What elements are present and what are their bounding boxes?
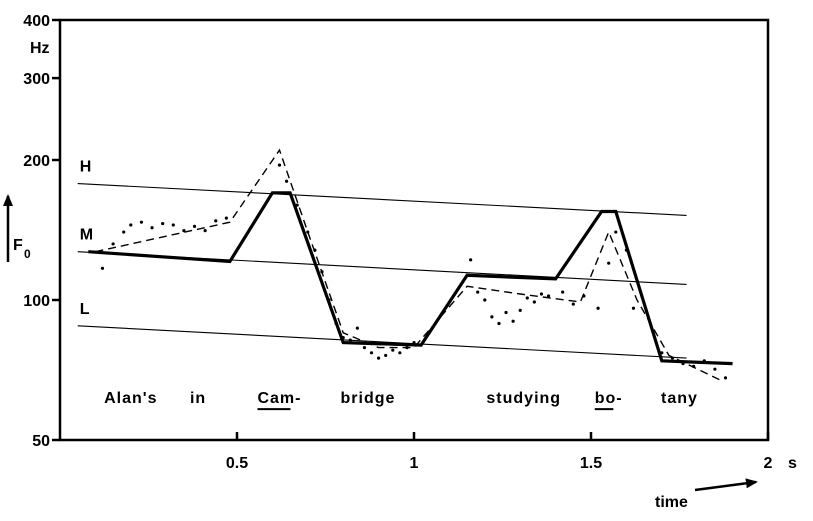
dotted-series-point: [405, 346, 409, 350]
y-tick-label: 50: [32, 433, 50, 450]
dotted-series-point: [532, 300, 536, 304]
x-tick-label: 1: [410, 455, 419, 472]
dotted-series-point: [182, 229, 186, 233]
dotted-series-point: [511, 319, 515, 323]
dotted-series-point: [571, 302, 575, 306]
dotted-series-point: [369, 351, 374, 355]
dotted-series-point: [670, 356, 675, 360]
level-labels: H M L: [80, 159, 93, 318]
level-label-h: H: [80, 159, 92, 176]
dotted-series-point: [334, 321, 338, 326]
word-labels: Alan's in Cam-bridge studying bo-tany: [104, 390, 698, 411]
dotted-series-point: [192, 224, 197, 228]
level-label-l: L: [80, 301, 90, 318]
word-label: Alan's: [104, 390, 157, 407]
dotted-series-point: [313, 248, 317, 252]
dotted-series-point: [624, 248, 629, 252]
dotted-series-point: [384, 353, 388, 358]
x-axis-title: time: [655, 494, 688, 511]
dotted-series-point: [362, 346, 367, 350]
dotted-series-point: [341, 336, 345, 340]
y-tick-label: 200: [23, 153, 50, 170]
y-tick-label: 300: [23, 71, 50, 88]
dotted-series-point: [122, 230, 126, 234]
dotted-series-point: [681, 361, 685, 366]
dotted-series-point: [723, 376, 728, 380]
x-axis-label: time: [655, 478, 758, 511]
dotted-series-point: [306, 230, 310, 234]
dotted-series-point: [476, 290, 480, 294]
dotted-series-point: [203, 229, 207, 233]
dotted-series-point: [607, 261, 611, 265]
dotted-series-point: [497, 321, 501, 326]
word-label: tany: [661, 390, 698, 407]
dotted-series-point: [111, 242, 115, 246]
word-label: in: [190, 390, 206, 407]
dotted-series-point: [504, 310, 508, 315]
dotted-series-point: [539, 292, 544, 296]
word-label: bo-: [595, 390, 623, 407]
dotted-series-point: [525, 296, 529, 300]
dotted-series-point: [377, 356, 381, 360]
dotted-series-point: [277, 163, 282, 167]
dotted-series-point: [224, 216, 228, 220]
reference-line-h: [77, 182, 687, 216]
dotted-series-point: [631, 306, 636, 310]
dashed-series-line: [95, 148, 723, 382]
dotted-series-point: [355, 326, 359, 330]
dotted-series-point: [412, 340, 416, 345]
dotted-series-point: [692, 364, 696, 368]
x-tick-label: 1.5: [580, 455, 602, 472]
word-label: studying: [486, 390, 561, 407]
dotted-series-point: [596, 306, 600, 310]
y-axis-title-subscript: 0: [24, 247, 31, 261]
dotted-series-point: [660, 351, 664, 355]
x-axis-ticks: 0.5 1 1.5 2: [226, 432, 773, 472]
y-axis-ticks: 50 100 200 300 400: [23, 13, 60, 450]
dotted-series-point: [161, 221, 165, 226]
dotted-series-point: [100, 266, 105, 270]
y-tick-label: 100: [23, 293, 50, 310]
dotted-series-point: [150, 226, 154, 230]
word-label: Cam-: [257, 390, 301, 407]
dotted-series-point: [327, 298, 331, 302]
y-tick-label: 400: [23, 13, 50, 30]
dotted-series-point: [214, 219, 218, 223]
y-unit-label: Hz: [30, 40, 50, 57]
dotted-series-point: [702, 359, 706, 363]
solid-series-line: [88, 191, 733, 366]
dotted-series-point: [171, 223, 175, 227]
dotted-series-point: [483, 298, 487, 302]
dotted-series-point: [614, 230, 618, 234]
dotted-series-point: [391, 348, 395, 352]
x-unit-label: s: [788, 455, 797, 472]
dotted-series-point: [469, 258, 473, 262]
dotted-series-point: [546, 294, 551, 298]
reference-line-l: [77, 325, 687, 359]
dotted-series-point: [284, 179, 289, 183]
dotted-series-point: [348, 338, 352, 342]
dotted-series-point: [139, 220, 144, 224]
dotted-series-point: [295, 203, 299, 207]
x-tick-label: 2: [764, 455, 773, 472]
dotted-series-point: [518, 308, 522, 312]
dotted-series-point: [398, 351, 402, 355]
x-tick-label: 0.5: [226, 455, 248, 472]
series-layer: [88, 148, 733, 382]
plot-frame: [58, 18, 770, 442]
dotted-series-point: [713, 367, 717, 371]
reference-lines: [77, 182, 687, 359]
dotted-series-point: [490, 315, 494, 319]
dotted-series-point: [129, 223, 133, 227]
word-label: bridge: [341, 390, 396, 407]
x-axis-arrow: [694, 478, 758, 492]
dotted-series-point: [561, 290, 565, 294]
level-label-m: M: [80, 227, 93, 244]
dotted-series-point: [582, 294, 586, 298]
y-axis-label: F 0: [2, 194, 31, 262]
y-axis-title: F: [13, 237, 23, 254]
dotted-series-point: [320, 270, 324, 274]
